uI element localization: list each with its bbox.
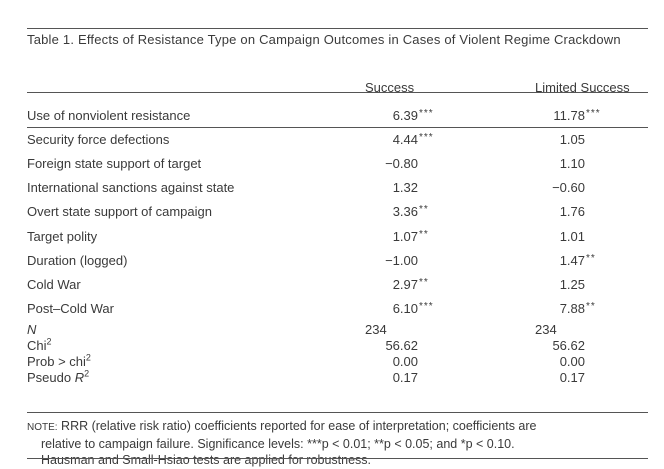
success-stat: 0.17: [392, 370, 418, 385]
limited-success-value: 7.88: [559, 300, 585, 316]
stat-row: N 234 234: [27, 322, 648, 338]
success-stat: 234: [365, 322, 387, 337]
limited-success-value: 1.10: [559, 156, 585, 172]
row-label: Duration (logged): [27, 252, 128, 268]
stat-label: N: [27, 322, 37, 337]
stat-row: Chi2 56.62 56.62: [27, 336, 648, 354]
success-significance: ***: [419, 132, 434, 144]
limited-success-significance: ***: [586, 108, 601, 119]
limited-success-stat: 0.17: [559, 370, 585, 385]
row-label: International sanctions against state: [27, 180, 235, 196]
row-label: Foreign state support of target: [27, 156, 202, 172]
success-significance: **: [419, 204, 429, 216]
limited-success-stat: 234: [535, 322, 557, 337]
row-label: Security force defections: [27, 132, 170, 148]
bottom-rule: [27, 458, 648, 459]
limited-success-value: 1.76: [559, 204, 585, 220]
table-row: Overt state support of campaign 3.36 ** …: [27, 202, 648, 222]
stat-superscript: 2: [85, 352, 91, 363]
success-significance: **: [419, 276, 429, 288]
row-label: Post–Cold War: [27, 300, 114, 316]
stat-row: Prob > chi2 0.00 0.00: [27, 352, 648, 370]
limited-success-significance: **: [586, 252, 596, 264]
success-value: 1.07: [392, 228, 418, 244]
success-significance: ***: [419, 108, 434, 119]
success-value: 4.44: [392, 132, 418, 148]
header-rule: [27, 127, 648, 128]
limited-success-stat: 56.62: [552, 338, 585, 353]
success-value: −1.00: [385, 252, 418, 268]
success-value: 6.10: [392, 300, 418, 316]
limited-success-value: 1.01: [559, 228, 585, 244]
row-label: Use of nonviolent resistance: [27, 108, 191, 123]
stat-superscript: 2: [46, 336, 52, 347]
stat-row: Pseudo RPseudo R2 0.17 0.17: [27, 368, 585, 385]
table-title: Table 1. Effects of Resistance Type on C…: [27, 32, 621, 47]
limited-success-value: 1.25: [559, 276, 585, 292]
row-label: Target polity: [27, 228, 98, 244]
note-prefix: NOTE:: [27, 422, 58, 433]
row-label: Cold War: [27, 276, 81, 292]
success-significance: **: [419, 228, 429, 240]
column-header-limited-success: Limited Success: [535, 80, 630, 95]
success-significance: ***: [419, 300, 434, 312]
stat-label: Chi: [27, 338, 47, 353]
title-rule: [27, 92, 648, 93]
column-header-success: Success: [365, 80, 415, 95]
limited-success-stat: 0.00: [559, 354, 585, 369]
table-row: Cold War 2.97 ** 1.25: [27, 275, 648, 295]
note-line-1: RRR (relative risk ratio) coefficients r…: [57, 419, 537, 433]
table-row: Duration (logged) −1.00 1.47 **: [27, 251, 648, 271]
top-rule: [27, 28, 648, 29]
success-stat: 56.62: [385, 338, 418, 353]
table-row: Security force defections 4.44 *** 1.05: [27, 130, 648, 150]
row-label: Overt state support of campaign: [27, 204, 212, 220]
success-value: 3.36: [392, 204, 418, 220]
limited-success-significance: **: [586, 300, 596, 312]
stat-label: Prob > chi: [27, 354, 86, 369]
stat-superscript: 2: [84, 368, 90, 379]
success-value: 2.97: [392, 276, 418, 292]
note-line-3: Hausman and Small-Hsiao tests are applie…: [41, 453, 372, 467]
stats-rule: [27, 412, 648, 413]
table-row: International sanctions against state 1.…: [27, 178, 648, 198]
note-line-2: relative to campaign failure. Significan…: [41, 437, 515, 451]
table-row: Use of nonviolent resistance 6.39 *** 11…: [27, 106, 648, 126]
success-value: −0.80: [385, 156, 418, 172]
table-row: Foreign state support of target −0.80 1.…: [27, 154, 648, 174]
table-row: Target polity 1.07 ** 1.01: [27, 227, 648, 247]
table-row: Post–Cold War 6.10 *** 7.88 **: [27, 299, 648, 319]
success-value: 1.32: [392, 180, 418, 196]
limited-success-value: 11.78: [553, 108, 585, 123]
success-value: 6.39: [392, 108, 418, 123]
table-note: NOTE: RRR (relative risk ratio) coeffici…: [27, 418, 652, 468]
success-stat: 0.00: [392, 354, 418, 369]
limited-success-value: 1.05: [559, 132, 585, 148]
limited-success-value: 1.47: [559, 252, 585, 268]
limited-success-value: −0.60: [552, 180, 585, 196]
